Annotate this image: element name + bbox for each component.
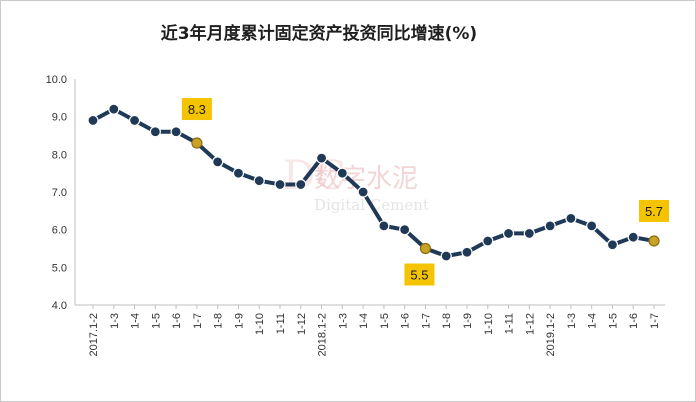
callout-box	[639, 199, 669, 222]
x-tick-label: 1-6	[171, 313, 183, 329]
x-tick-label: 2017.1-2	[88, 313, 100, 356]
x-tick-label: 1-5	[150, 313, 162, 329]
y-tick-label: 4.0	[52, 300, 67, 312]
x-tick-label: 1-11	[275, 313, 287, 334]
data-point	[315, 152, 328, 164]
x-axis-ticks: 2017.1-2 1-3 1-4 1-5 1-6 1-7 1-8 1-9 1-10 1-11 1-1…	[88, 305, 661, 356]
highlight-point	[419, 242, 432, 255]
data-point	[212, 156, 224, 168]
data-point	[149, 126, 161, 138]
y-axis-ticks: 10.0 9.0 8.0 7.0 6.0 5.0 4.0	[46, 74, 67, 312]
x-tick-label: 1-12	[296, 313, 308, 335]
data-markers	[87, 103, 660, 262]
x-tick-label: 1-8	[441, 313, 453, 329]
data-callouts: 8.3 5.5 5.7	[181, 98, 669, 286]
data-point	[461, 246, 473, 258]
callout-label: 8.3	[188, 102, 206, 117]
data-point	[399, 224, 411, 236]
chart-title: 近3年月度累计固定资产投资同比增速(%)	[160, 24, 478, 44]
x-tick-label: 1-4	[587, 313, 599, 329]
y-tick-label: 8.0	[52, 149, 67, 161]
data-point	[232, 167, 245, 179]
highlight-point	[648, 235, 660, 247]
x-tick-label: 1-5	[379, 313, 391, 329]
x-tick-label: 1-8	[213, 313, 225, 329]
x-tick-label: 1-7	[649, 313, 661, 329]
data-point	[378, 220, 390, 232]
x-tick-label: 1-3	[566, 313, 578, 329]
y-tick-label: 7.0	[52, 187, 67, 199]
data-point	[336, 167, 348, 179]
data-point	[586, 220, 598, 232]
data-point	[565, 212, 577, 224]
data-point	[128, 114, 141, 127]
data-point	[606, 239, 619, 251]
x-tick-label: 1-6	[628, 313, 640, 329]
data-point	[627, 231, 639, 243]
y-tick-label: 9.0	[52, 112, 67, 124]
watermark-logo: DC	[283, 153, 346, 199]
data-point	[544, 220, 556, 232]
x-tick-label: 1-3	[337, 313, 349, 329]
highlight-point	[191, 137, 203, 149]
x-tick-label: 1-3	[109, 313, 121, 329]
x-tick-label: 1-11	[504, 313, 516, 334]
callout-label: 5.7	[645, 204, 663, 219]
callout-box	[181, 98, 212, 121]
data-point	[482, 235, 494, 247]
x-tick-label: 1-6	[400, 313, 412, 329]
x-tick-label: 1-9	[462, 313, 474, 329]
x-tick-label: 2019.1-2	[545, 313, 557, 356]
y-tick-label: 5.0	[52, 262, 67, 274]
data-point	[440, 250, 452, 262]
x-tick-label: 1-4	[358, 313, 370, 329]
data-point	[502, 227, 515, 240]
x-tick-label: 1-5	[607, 313, 619, 329]
series-line	[92, 107, 655, 259]
callout-box	[404, 263, 435, 286]
data-point	[357, 186, 369, 198]
x-tick-label: 1-9	[233, 313, 245, 329]
x-tick-label: 1-10	[483, 313, 495, 335]
watermark: DC 数字水泥 Digital Cement	[283, 153, 429, 214]
x-tick-label: 1-7	[420, 313, 432, 329]
data-point	[295, 178, 307, 191]
data-point	[523, 227, 535, 240]
callout-label: 5.5	[410, 268, 428, 283]
x-tick-label: 1-12	[524, 313, 536, 335]
data-point	[170, 126, 182, 138]
x-tick-label: 1-7	[192, 313, 204, 329]
x-tick-label: 2018.1-2	[317, 313, 329, 356]
data-point	[274, 178, 286, 191]
y-tick-label: 10.0	[46, 74, 67, 86]
y-tick-label: 6.0	[52, 225, 67, 237]
x-tick-label: 1-10	[254, 313, 266, 335]
data-point	[108, 103, 120, 115]
data-point	[253, 175, 265, 187]
x-tick-label: 1-4	[130, 313, 142, 329]
data-point	[87, 114, 99, 127]
